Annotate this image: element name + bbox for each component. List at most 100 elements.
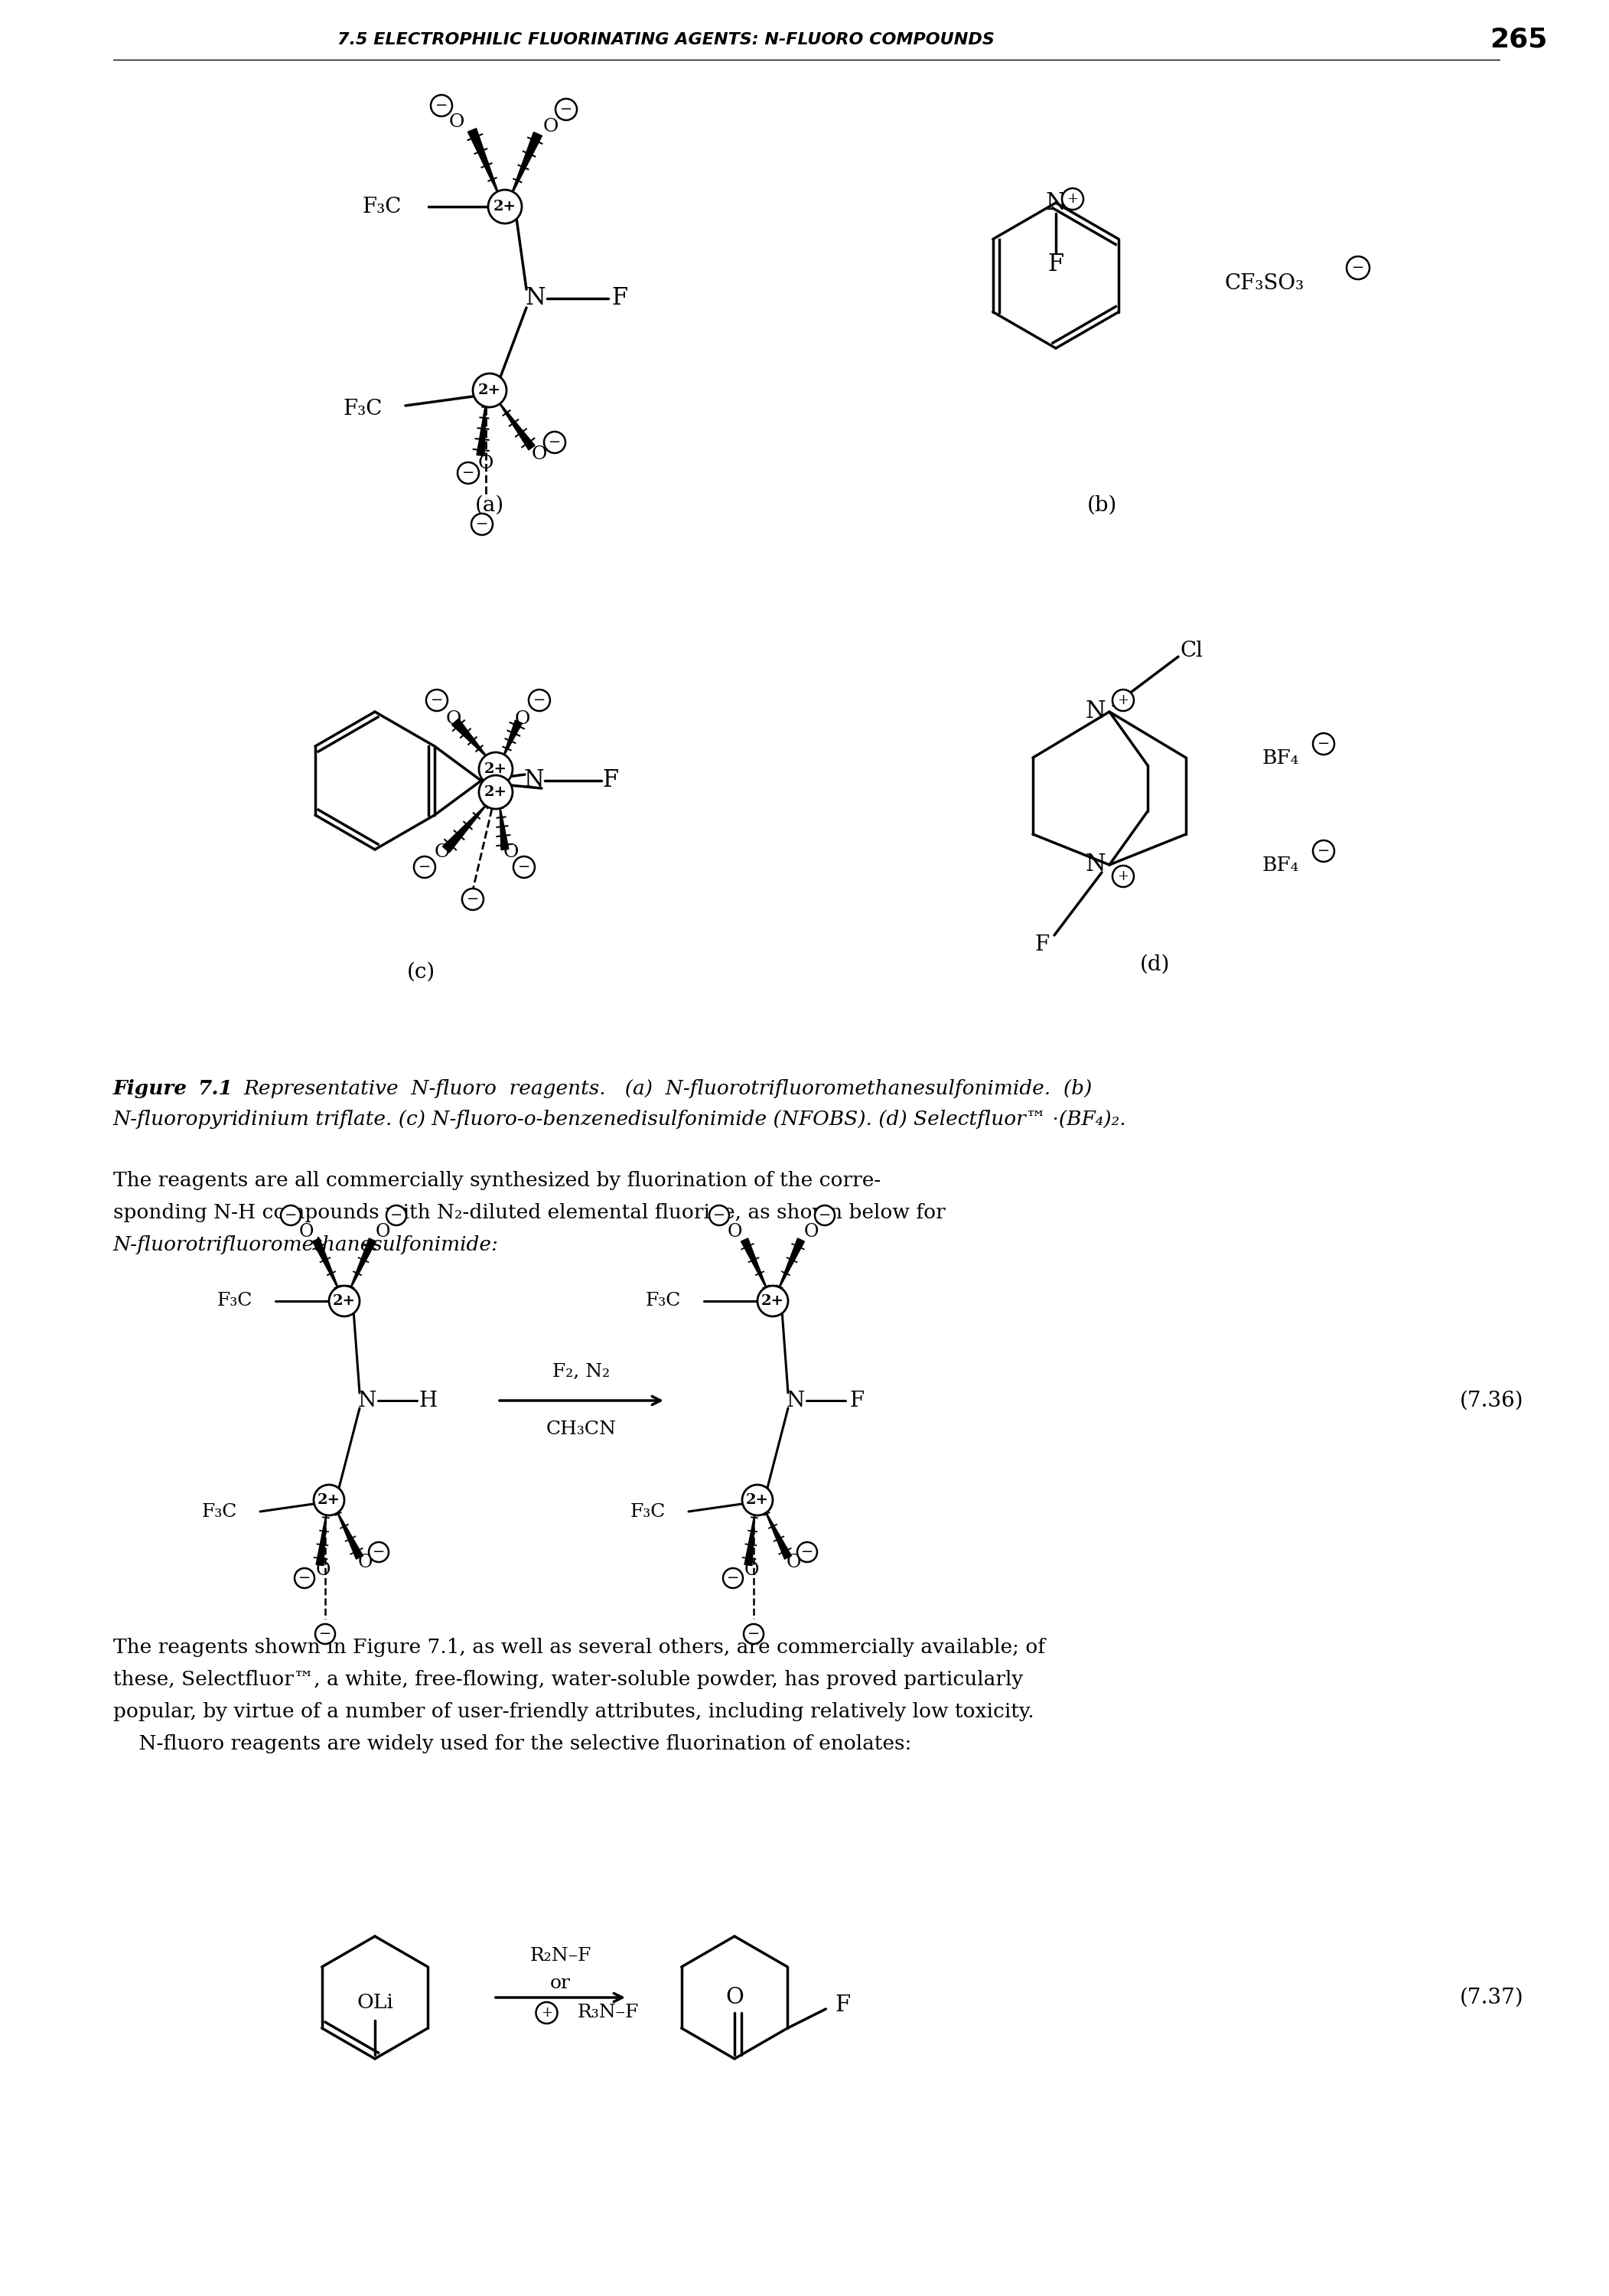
Text: F: F	[1047, 253, 1064, 276]
Text: 2+: 2+	[747, 1492, 769, 1506]
Text: N-fluoropyridinium triflate. (c) N-fluoro-o-benzenedisulfonimide (NFOBS). (d) Se: N-fluoropyridinium triflate. (c) N-fluor…	[113, 1109, 1126, 1130]
Polygon shape	[335, 1508, 364, 1559]
Text: −: −	[713, 1208, 726, 1221]
Text: The reagents shown in Figure 7.1, as well as several others, are commercially av: The reagents shown in Figure 7.1, as wel…	[113, 1637, 1046, 1658]
Polygon shape	[452, 719, 489, 760]
Polygon shape	[468, 129, 500, 200]
Text: R₃N–F: R₃N–F	[578, 2004, 639, 2023]
Text: O: O	[449, 113, 465, 131]
Text: −: −	[560, 103, 573, 117]
Text: O: O	[504, 843, 518, 861]
Circle shape	[328, 1286, 359, 1316]
Text: −: −	[549, 436, 562, 450]
Text: O: O	[726, 1986, 743, 2009]
Polygon shape	[502, 721, 523, 760]
Text: +: +	[1117, 870, 1130, 884]
Text: 2+: 2+	[484, 762, 507, 776]
Text: F₂, N₂: F₂, N₂	[553, 1364, 610, 1380]
Circle shape	[462, 889, 483, 909]
Text: (7.36): (7.36)	[1459, 1391, 1524, 1410]
Circle shape	[743, 1623, 764, 1644]
Text: OLi: OLi	[357, 1993, 393, 2011]
Text: 2+: 2+	[484, 785, 507, 799]
Text: F₃C: F₃C	[631, 1504, 666, 1520]
Text: (d): (d)	[1141, 955, 1170, 974]
Circle shape	[1112, 866, 1134, 886]
Text: these, Selectfluor™, a white, free-flowing, water-soluble powder, has proved par: these, Selectfluor™, a white, free-flowi…	[113, 1669, 1023, 1690]
Text: 2+: 2+	[317, 1492, 341, 1506]
Text: O: O	[315, 1561, 330, 1580]
Polygon shape	[315, 1511, 327, 1566]
Circle shape	[742, 1486, 772, 1515]
Text: H: H	[420, 1391, 438, 1410]
Text: −: −	[319, 1628, 331, 1642]
Text: −: −	[1318, 737, 1331, 751]
Circle shape	[529, 689, 550, 712]
Text: −: −	[285, 1208, 298, 1221]
Text: F: F	[850, 1391, 864, 1410]
Text: −: −	[1318, 845, 1331, 859]
Circle shape	[1347, 257, 1369, 280]
Text: BF₄: BF₄	[1263, 748, 1300, 767]
Text: −: −	[389, 1208, 402, 1221]
Circle shape	[294, 1568, 314, 1589]
Circle shape	[796, 1543, 817, 1561]
Polygon shape	[777, 1238, 804, 1293]
Text: −: −	[298, 1570, 311, 1584]
Circle shape	[513, 856, 534, 877]
Text: −: −	[533, 693, 545, 707]
Circle shape	[315, 1623, 335, 1644]
Text: sponding N-H compounds with N₂-diluted elemental fluorine, as shown below for: sponding N-H compounds with N₂-diluted e…	[113, 1203, 946, 1221]
Circle shape	[1313, 840, 1334, 861]
Text: F: F	[602, 769, 618, 792]
Text: N: N	[1086, 700, 1105, 723]
Text: or: or	[550, 1975, 571, 1993]
Text: O: O	[727, 1224, 742, 1240]
Circle shape	[1313, 732, 1334, 755]
Text: F₃C: F₃C	[362, 197, 402, 218]
Polygon shape	[476, 402, 486, 455]
Circle shape	[471, 514, 492, 535]
Text: N: N	[525, 287, 545, 310]
Text: O: O	[478, 455, 494, 473]
Text: N-fluorotrifluoromethanesulfonimide:: N-fluorotrifluoromethanesulfonimide:	[113, 1235, 499, 1254]
Text: −: −	[434, 99, 447, 113]
Circle shape	[479, 776, 513, 808]
Circle shape	[282, 1205, 301, 1226]
Text: −: −	[1352, 262, 1364, 276]
Polygon shape	[499, 804, 508, 850]
Circle shape	[722, 1568, 743, 1589]
Text: Figure: Figure	[113, 1079, 188, 1097]
Circle shape	[814, 1205, 835, 1226]
Text: −: −	[518, 861, 531, 875]
Circle shape	[488, 191, 521, 223]
Text: O: O	[531, 445, 547, 464]
Text: The reagents are all commercially synthesized by fluorination of the corre-: The reagents are all commercially synthe…	[113, 1171, 880, 1189]
Text: O: O	[446, 712, 462, 728]
Text: O: O	[785, 1554, 801, 1570]
Circle shape	[457, 461, 479, 484]
Text: popular, by virtue of a number of user-friendly attributes, including relatively: popular, by virtue of a number of user-f…	[113, 1701, 1035, 1722]
Text: F₃C: F₃C	[645, 1293, 681, 1309]
Circle shape	[710, 1205, 729, 1226]
Text: F₃C: F₃C	[343, 400, 383, 420]
Text: N: N	[1086, 854, 1105, 877]
Text: 7.5 ELECTROPHILIC FLUORINATING AGENTS: N-FLUORO COMPOUNDS: 7.5 ELECTROPHILIC FLUORINATING AGENTS: N…	[336, 32, 994, 48]
Text: F₃C: F₃C	[217, 1293, 253, 1309]
Text: (c): (c)	[407, 962, 434, 983]
Circle shape	[368, 1543, 389, 1561]
Text: BF₄: BF₄	[1263, 856, 1300, 875]
Circle shape	[1062, 188, 1083, 209]
Text: N: N	[357, 1391, 377, 1410]
Text: F: F	[611, 287, 628, 310]
Circle shape	[314, 1486, 344, 1515]
Text: −: −	[372, 1545, 385, 1559]
Text: O: O	[515, 712, 531, 728]
Text: −: −	[467, 893, 479, 907]
Polygon shape	[742, 1238, 769, 1293]
Text: N: N	[1046, 191, 1067, 216]
Text: O: O	[434, 843, 451, 861]
Polygon shape	[745, 1511, 755, 1566]
Text: R₂N–F: R₂N–F	[529, 1947, 591, 1965]
Circle shape	[555, 99, 578, 119]
